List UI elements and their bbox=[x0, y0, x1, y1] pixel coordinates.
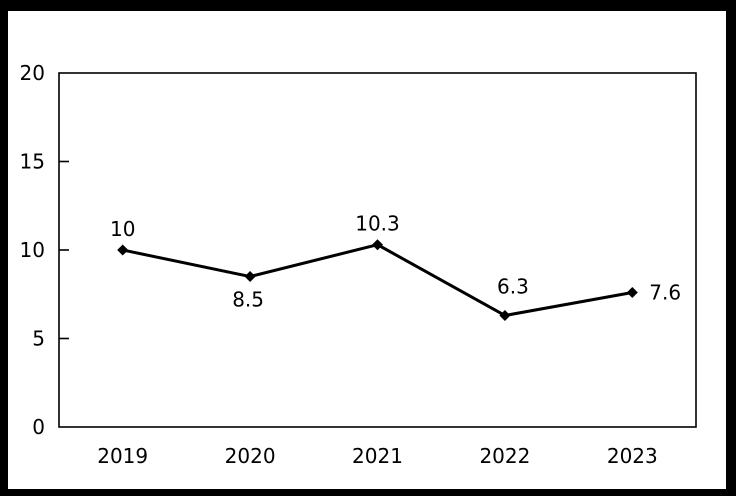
y-axis-tick-label: 15 bbox=[20, 150, 45, 174]
x-axis-tick-label: 2019 bbox=[97, 444, 148, 468]
data-point-marker bbox=[372, 239, 383, 251]
y-axis-tick-label: 5 bbox=[32, 327, 45, 351]
chart-background bbox=[8, 11, 726, 489]
y-axis-tick-label: 10 bbox=[20, 238, 45, 262]
data-point-label: 10.3 bbox=[355, 212, 400, 236]
data-point-marker bbox=[117, 244, 129, 256]
x-axis-tick-label: 2022 bbox=[479, 444, 530, 468]
data-point-label: 6.3 bbox=[497, 274, 529, 298]
data-point-label: 8.5 bbox=[232, 288, 264, 312]
x-axis-tick-label: 2023 bbox=[607, 444, 658, 468]
data-point-marker bbox=[626, 286, 638, 298]
data-point-marker bbox=[499, 309, 511, 321]
y-axis-tick-label: 0 bbox=[32, 415, 45, 439]
data-point-label: 7.6 bbox=[649, 280, 681, 304]
data-point-marker bbox=[244, 271, 256, 283]
x-axis-tick-label: 2021 bbox=[352, 444, 403, 468]
data-point-label: 10 bbox=[110, 217, 135, 241]
y-axis-tick-label: 20 bbox=[20, 61, 45, 85]
x-axis-tick-label: 2020 bbox=[225, 444, 276, 468]
